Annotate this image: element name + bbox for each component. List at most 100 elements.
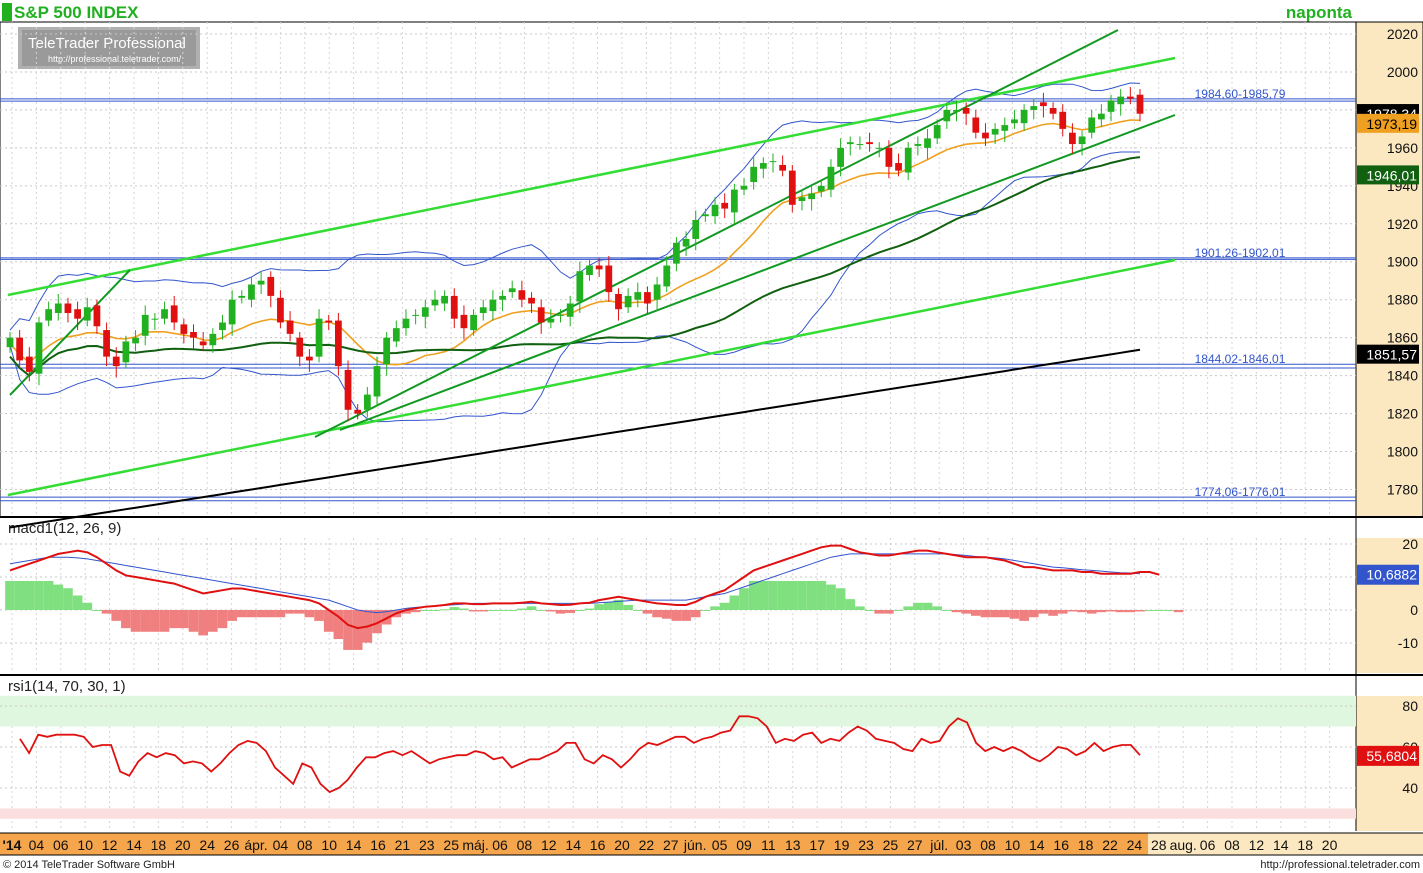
date-tick-label: 04 <box>273 837 289 853</box>
date-tick-label: máj. <box>462 837 488 853</box>
macd-histogram-bar <box>478 610 489 612</box>
macd-histogram-bar <box>797 580 807 610</box>
date-tick-label: jún. <box>683 837 707 853</box>
support-line-label: 1901,26-1902,01 <box>1195 246 1286 260</box>
date-tick-label: 13 <box>785 837 801 853</box>
macd-histogram-bar <box>787 580 798 610</box>
macd-histogram-bar <box>1028 610 1039 618</box>
date-tick-label: '14 <box>3 837 22 853</box>
candle-body <box>518 290 526 300</box>
candle-body <box>692 219 700 239</box>
date-tick-label: 08 <box>1224 837 1240 853</box>
macd-histogram-bar <box>768 580 778 610</box>
candle-body <box>54 303 62 313</box>
macd-histogram-bar <box>816 580 827 610</box>
candle-body <box>1030 106 1038 110</box>
price-tick-label: 1960 <box>1387 140 1418 156</box>
candle-body <box>441 295 448 304</box>
macd-histogram-bar <box>546 610 556 612</box>
macd-histogram-bar <box>575 610 585 611</box>
candle-body <box>315 318 323 357</box>
rsi-value-tag <box>1357 745 1419 766</box>
date-tick-label: 18 <box>1297 837 1313 853</box>
macd-histogram-bar <box>903 606 914 610</box>
price-tick-label: 1820 <box>1387 406 1418 422</box>
rsi-oversold-band <box>0 808 1356 819</box>
candle-body <box>663 265 671 287</box>
macd-histogram-bar <box>951 610 962 613</box>
date-tick-label: 28 <box>1151 837 1167 853</box>
macd-histogram-bar <box>1009 610 1020 619</box>
macd-histogram-bar <box>111 610 122 621</box>
support-line-label: 1774,06-1776,01 <box>1195 485 1286 499</box>
macd-histogram-bar <box>130 610 141 632</box>
price-tag-label: 1851,57 <box>1366 347 1417 363</box>
date-tick-label: 16 <box>590 837 606 853</box>
date-tick-label: 14 <box>346 837 362 853</box>
macd-histogram-bar <box>555 610 566 614</box>
candle-body <box>373 366 381 397</box>
candle-body <box>856 144 864 146</box>
candle-body <box>248 284 255 300</box>
macd-histogram-bar <box>449 607 460 610</box>
date-tick-label: 08 <box>517 837 533 853</box>
candle-body <box>190 331 197 338</box>
macd-histogram-bar <box>932 606 943 610</box>
macd-histogram-bar <box>488 610 498 611</box>
macd-histogram-bar <box>835 588 846 610</box>
macd-histogram-bar <box>526 606 537 610</box>
macd-histogram-bar <box>1115 610 1126 613</box>
date-tick-label: 08 <box>980 837 996 853</box>
macd-histogram-bar <box>584 608 595 610</box>
candle-body <box>325 320 333 323</box>
candle-body <box>412 314 420 316</box>
candle-body <box>615 294 622 310</box>
macd-histogram-bar <box>884 610 894 614</box>
candle-body <box>817 185 825 192</box>
candle-body <box>624 295 632 308</box>
date-tick-label: 18 <box>1078 837 1094 853</box>
macd-histogram-bar <box>256 610 266 618</box>
macd-histogram-bar <box>294 610 305 614</box>
candle-body <box>431 299 439 306</box>
macd-histogram-bar <box>101 610 112 614</box>
date-tick-label: aug. <box>1170 837 1197 853</box>
candle-body <box>257 280 265 285</box>
date-tick-label: 16 <box>1053 837 1069 853</box>
date-tick-label: 05 <box>712 837 728 853</box>
candle-body <box>537 307 545 323</box>
candle-body <box>759 163 767 169</box>
macd-histogram-bar <box>1067 610 1078 612</box>
candle-body <box>721 202 729 209</box>
macd-histogram-bar <box>343 610 353 650</box>
date-tick-label: 12 <box>102 837 118 853</box>
candle-body <box>576 271 584 302</box>
candle-body <box>875 147 883 149</box>
price-tag-box <box>1357 165 1419 185</box>
macd-histogram-bar <box>942 610 952 611</box>
macd-histogram-bar <box>565 610 575 613</box>
period-label: naponta <box>1286 3 1353 22</box>
date-tick-label: 09 <box>736 837 752 853</box>
price-tag-label: 1973,19 <box>1366 116 1417 132</box>
rsi-overbought-band <box>0 695 1356 727</box>
date-tick-label: 11 <box>761 837 776 853</box>
support-line-label: 1984,60-1985,79 <box>1195 87 1286 101</box>
date-tick-label: 14 <box>1029 837 1045 853</box>
candle-body <box>914 144 922 146</box>
macd-histogram-bar <box>874 610 885 614</box>
trend-channel-upper <box>7 56 1176 297</box>
macd-histogram-bar <box>710 606 720 610</box>
macd-histogram-bar <box>420 610 431 611</box>
candle-body <box>788 170 796 205</box>
candle-body <box>972 117 980 133</box>
macd-histogram-bar <box>410 610 421 613</box>
candle-body <box>895 163 902 171</box>
rsi-line <box>19 715 1141 794</box>
date-tick-label: 20 <box>1322 837 1338 853</box>
candle-body <box>83 307 91 321</box>
macd-histogram-bar <box>333 610 344 640</box>
price-tick-label: 2020 <box>1387 26 1418 42</box>
macd-histogram-bar <box>352 610 363 650</box>
